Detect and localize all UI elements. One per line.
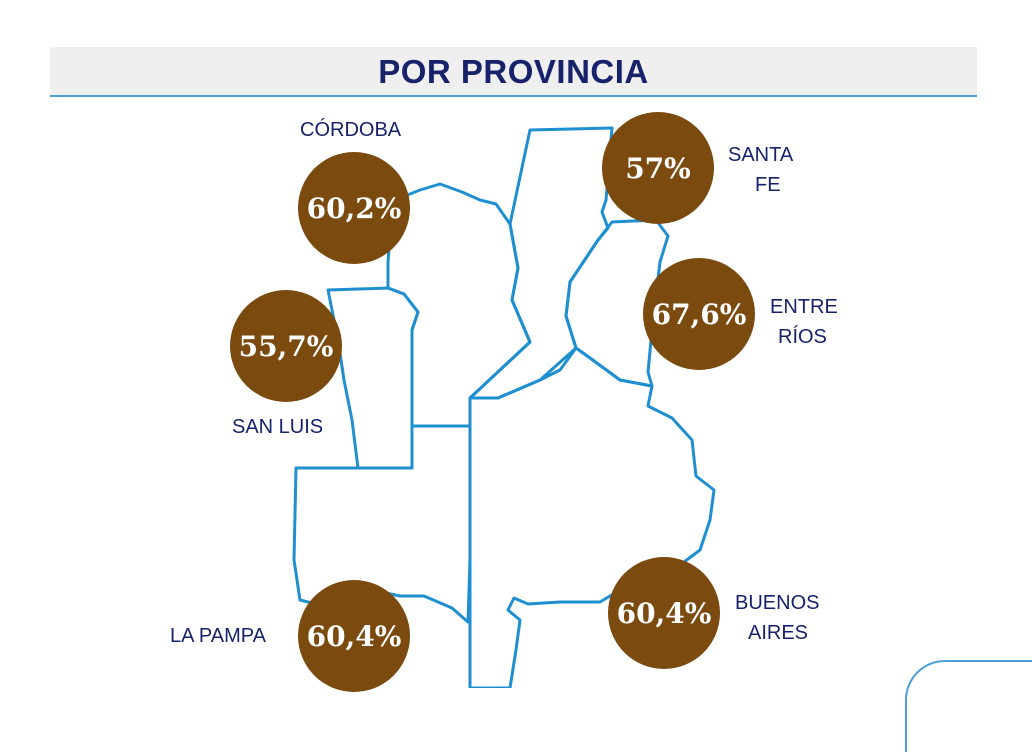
corner-decoration bbox=[905, 660, 1032, 752]
province-label-buenos-aires-line2: AIRES bbox=[748, 622, 809, 644]
map-outline-buenos-aires bbox=[468, 346, 716, 688]
province-label-la-pampa: LA PAMPA bbox=[170, 625, 266, 647]
page-title: POR PROVINCIA bbox=[378, 53, 649, 90]
value-badge-santa-fe: 57% bbox=[602, 112, 714, 224]
province-label-entre-rios-line2: RÍOS bbox=[778, 326, 827, 348]
title-band: POR PROVINCIA bbox=[50, 47, 977, 97]
map-outline-cordoba bbox=[386, 182, 532, 428]
value-badge-buenos-aires: 60,4% bbox=[608, 557, 720, 669]
province-label-santa-fe-line2: FE bbox=[755, 174, 781, 196]
province-label-cordoba: CÓRDOBA bbox=[300, 119, 402, 141]
province-label-buenos-aires-line1: BUENOS bbox=[735, 592, 820, 614]
province-label-san-luis: SAN LUIS bbox=[232, 416, 324, 438]
value-badge-san-luis: 55,7% bbox=[230, 290, 342, 402]
value-badge-cordoba: 60,2% bbox=[298, 152, 410, 264]
province-label-santa-fe-line1: SANTA bbox=[728, 144, 794, 166]
value-badge-la-pampa: 60,4% bbox=[298, 580, 410, 692]
map-outline-san-luis bbox=[326, 286, 420, 470]
province-map bbox=[292, 126, 716, 688]
map-outline-santa-fe bbox=[468, 126, 614, 400]
value-badge-entre-rios: 67,6% bbox=[643, 258, 755, 370]
province-label-entre-rios-line1: ENTRE bbox=[770, 296, 838, 318]
